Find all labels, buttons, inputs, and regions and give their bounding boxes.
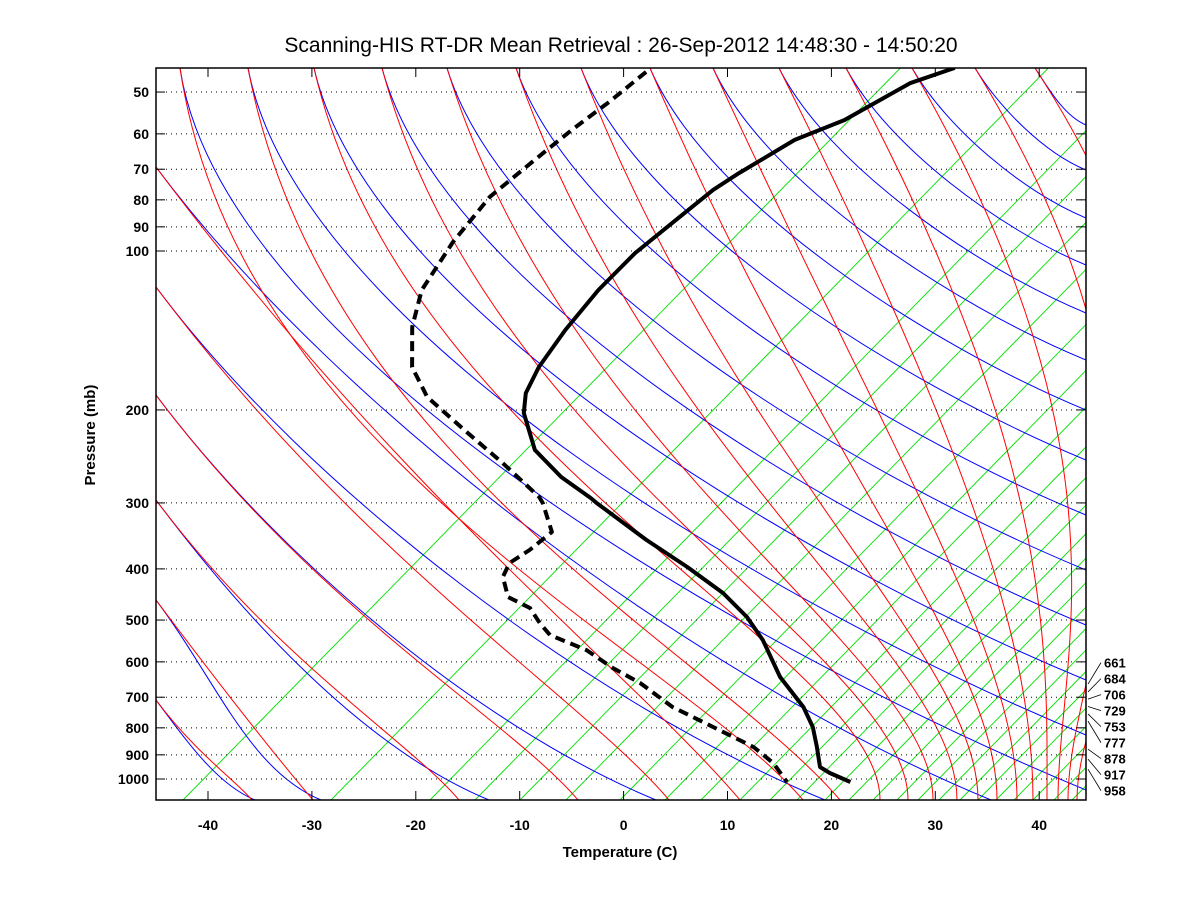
x-tick-label: 0: [620, 817, 628, 833]
x-tick-label: -20: [406, 817, 426, 833]
y-tick-label: 90: [133, 219, 149, 235]
y-tick-label: 70: [133, 161, 149, 177]
chart-title: Scanning-HIS RT-DR Mean Retrieval : 26-S…: [284, 34, 957, 57]
y-tick-label: 1000: [118, 771, 149, 787]
y-tick-label: 500: [126, 612, 150, 628]
right-label: 753: [1104, 720, 1126, 735]
y-tick-label: 700: [126, 689, 150, 705]
x-tick-label: 30: [928, 817, 944, 833]
y-tick-label: 50: [133, 84, 149, 100]
x-tick-label: -30: [302, 817, 322, 833]
right-label: 684: [1104, 672, 1126, 687]
x-tick-label: -40: [198, 817, 218, 833]
right-label: 729: [1104, 704, 1126, 719]
right-label: 777: [1104, 736, 1126, 751]
y-tick-label: 60: [133, 126, 149, 142]
x-tick-label: 10: [720, 817, 736, 833]
y-tick-label: 80: [133, 192, 149, 208]
right-label: 878: [1104, 752, 1126, 767]
x-axis-label: Temperature (C): [563, 844, 678, 861]
y-tick-label: 400: [126, 561, 150, 577]
x-tick-label: -10: [510, 817, 530, 833]
right-label: 917: [1104, 768, 1126, 783]
right-label: 958: [1104, 784, 1126, 799]
x-tick-label: 20: [824, 817, 840, 833]
y-axis-label: Pressure (mb): [82, 385, 99, 486]
y-tick-label: 100: [126, 243, 150, 259]
y-tick-label: 200: [126, 402, 150, 418]
right-label: 706: [1104, 688, 1126, 703]
y-tick-label: 300: [126, 495, 150, 511]
x-tick-label: 40: [1031, 817, 1047, 833]
y-tick-label: 800: [126, 720, 150, 736]
right-label: 661: [1104, 656, 1126, 671]
y-tick-label: 600: [126, 654, 150, 670]
y-tick-label: 900: [126, 747, 150, 763]
